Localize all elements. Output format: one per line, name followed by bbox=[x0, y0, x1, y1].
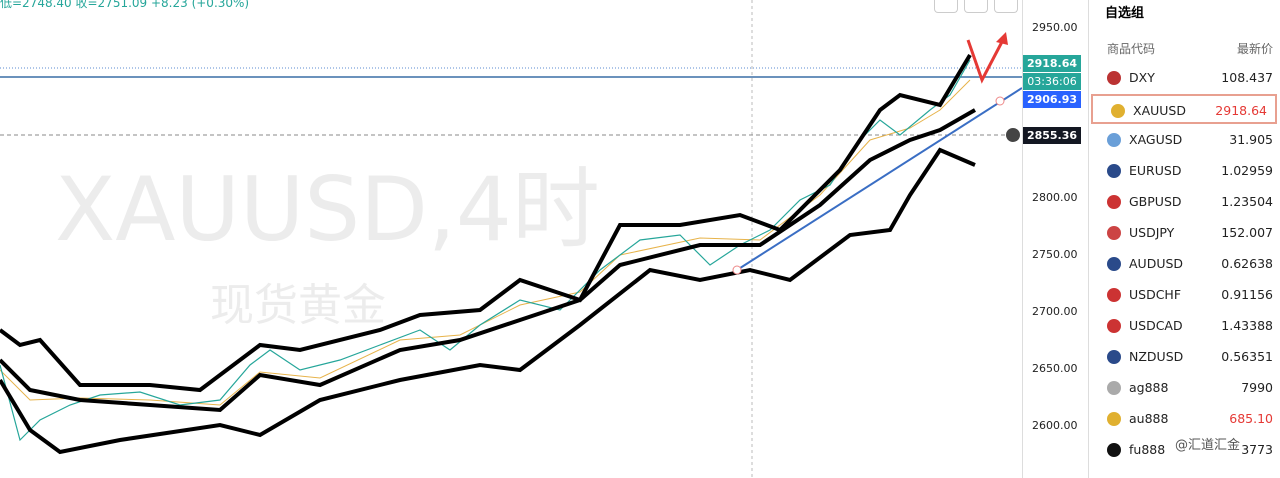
watchlist: 自选组 商品代码 最新价 DXY 108.437 XAUUSD 2918.64 XAGU… bbox=[1088, 0, 1280, 478]
ma-line bbox=[0, 79, 971, 406]
axis-border bbox=[1022, 0, 1023, 478]
price: 1.23504 bbox=[1221, 194, 1273, 209]
symbol: AUDUSD bbox=[1129, 256, 1184, 271]
watchlist-row[interactable]: USDCAD 1.43388 bbox=[1089, 311, 1280, 341]
watchlist-row[interactable]: GBPUSD 1.23504 bbox=[1089, 187, 1280, 217]
watchlist-row[interactable]: NZDUSD 0.56351 bbox=[1089, 342, 1280, 372]
watchlist-row[interactable]: EURUSD 1.02959 bbox=[1089, 156, 1280, 186]
watchlist-row[interactable]: fu888 3773 bbox=[1089, 435, 1280, 465]
watchlist-title[interactable]: 自选组 bbox=[1105, 6, 1145, 21]
price: 31.905 bbox=[1229, 132, 1273, 147]
symbol-icon bbox=[1107, 319, 1121, 333]
symbol: EURUSD bbox=[1129, 163, 1182, 178]
trend-line bbox=[736, 87, 1022, 271]
symbol: XAUUSD bbox=[1133, 103, 1186, 118]
watchlist-row[interactable]: USDCHF 0.91156 bbox=[1089, 280, 1280, 310]
ohlc-header: 低=2748.40 收=2751.09 +8.23 (+0.30%) bbox=[0, 0, 250, 10]
price: 685.10 bbox=[1229, 411, 1273, 426]
tick-label: 2950.00 bbox=[1032, 21, 1078, 34]
price: 1.02959 bbox=[1221, 163, 1273, 178]
symbol: USDCAD bbox=[1129, 318, 1183, 333]
price: 7990 bbox=[1241, 380, 1273, 395]
symbol-icon bbox=[1107, 257, 1121, 271]
symbol-icon bbox=[1107, 443, 1121, 457]
symbol: GBPUSD bbox=[1129, 194, 1182, 209]
upper-band bbox=[0, 53, 972, 393]
anchor bbox=[995, 96, 1005, 106]
tick-label: 2800.00 bbox=[1032, 191, 1078, 204]
col-symbol: 商品代码 bbox=[1107, 42, 1156, 56]
watchlist-row[interactable]: AUDUSD 0.62638 bbox=[1089, 249, 1280, 279]
brand-watermark: @汇道汇金 bbox=[1175, 438, 1241, 453]
symbol-icon bbox=[1107, 288, 1121, 302]
button[interactable] bbox=[934, 0, 958, 13]
anchor bbox=[732, 265, 742, 275]
symbol: ag888 bbox=[1129, 380, 1169, 395]
price: 0.62638 bbox=[1221, 256, 1273, 271]
price: 0.56351 bbox=[1221, 349, 1273, 364]
symbol-icon bbox=[1107, 350, 1121, 364]
watchlist-row[interactable]: USDJPY 152.007 bbox=[1089, 218, 1280, 248]
chart: XAUUSD,4时 现货黄金 bbox=[0, 0, 1022, 478]
tick-label: 2700.00 bbox=[1032, 305, 1078, 318]
symbol-icon bbox=[1107, 133, 1121, 147]
symbol-icon bbox=[1107, 71, 1121, 85]
watchlist-row[interactable]: au888 685.10 bbox=[1089, 404, 1280, 434]
symbol-icon bbox=[1107, 164, 1121, 178]
symbol: au888 bbox=[1129, 411, 1169, 426]
symbol-icon bbox=[1107, 195, 1121, 209]
line-price: 2906.93 bbox=[1023, 91, 1081, 108]
symbol: USDJPY bbox=[1129, 225, 1175, 240]
price: 1.43388 bbox=[1221, 318, 1273, 333]
button[interactable] bbox=[964, 0, 988, 13]
col-price: 最新价 bbox=[1236, 42, 1273, 56]
button[interactable] bbox=[994, 0, 1018, 13]
watchlist-row[interactable]: XAUUSD 2918.64 bbox=[1091, 94, 1277, 124]
lower-band bbox=[0, 147, 976, 455]
symbol: fu888 bbox=[1129, 442, 1166, 457]
middle-band bbox=[0, 108, 976, 413]
symbol-icon bbox=[1111, 104, 1125, 118]
watchlist-row[interactable]: DXY 108.437 bbox=[1089, 63, 1280, 93]
tick-label: 2650.00 bbox=[1032, 362, 1078, 375]
price: 152.007 bbox=[1221, 225, 1273, 240]
symbol-icon bbox=[1107, 226, 1121, 240]
price: 2918.64 bbox=[1215, 103, 1267, 118]
crosshair-price: 2855.36 bbox=[1023, 127, 1081, 144]
symbol-icon bbox=[1107, 381, 1121, 395]
arrow bbox=[966, 37, 1006, 84]
symbol-icon bbox=[1107, 412, 1121, 426]
symbol: XAGUSD bbox=[1129, 132, 1183, 147]
last-price: 2918.64 bbox=[1023, 55, 1081, 72]
symbol: DXY bbox=[1129, 70, 1155, 85]
watchlist-row[interactable]: XAGUSD 31.905 bbox=[1089, 125, 1280, 155]
symbol: NZDUSD bbox=[1129, 349, 1184, 364]
symbol: USDCHF bbox=[1129, 287, 1182, 302]
price: 3773 bbox=[1241, 442, 1273, 457]
price: 0.91156 bbox=[1221, 287, 1273, 302]
tick-label: 2600.00 bbox=[1032, 419, 1078, 432]
watermark-name: 现货黄金 bbox=[210, 280, 386, 331]
add-button[interactable] bbox=[1006, 128, 1020, 142]
tick-label: 2750.00 bbox=[1032, 248, 1078, 261]
price: 108.437 bbox=[1221, 70, 1273, 85]
arrowhead bbox=[996, 32, 1008, 45]
watermark-symbol: XAUUSD,4时 bbox=[55, 158, 600, 261]
watchlist-row[interactable]: ag888 7990 bbox=[1089, 373, 1280, 403]
countdown: 03:36:06 bbox=[1023, 73, 1081, 90]
